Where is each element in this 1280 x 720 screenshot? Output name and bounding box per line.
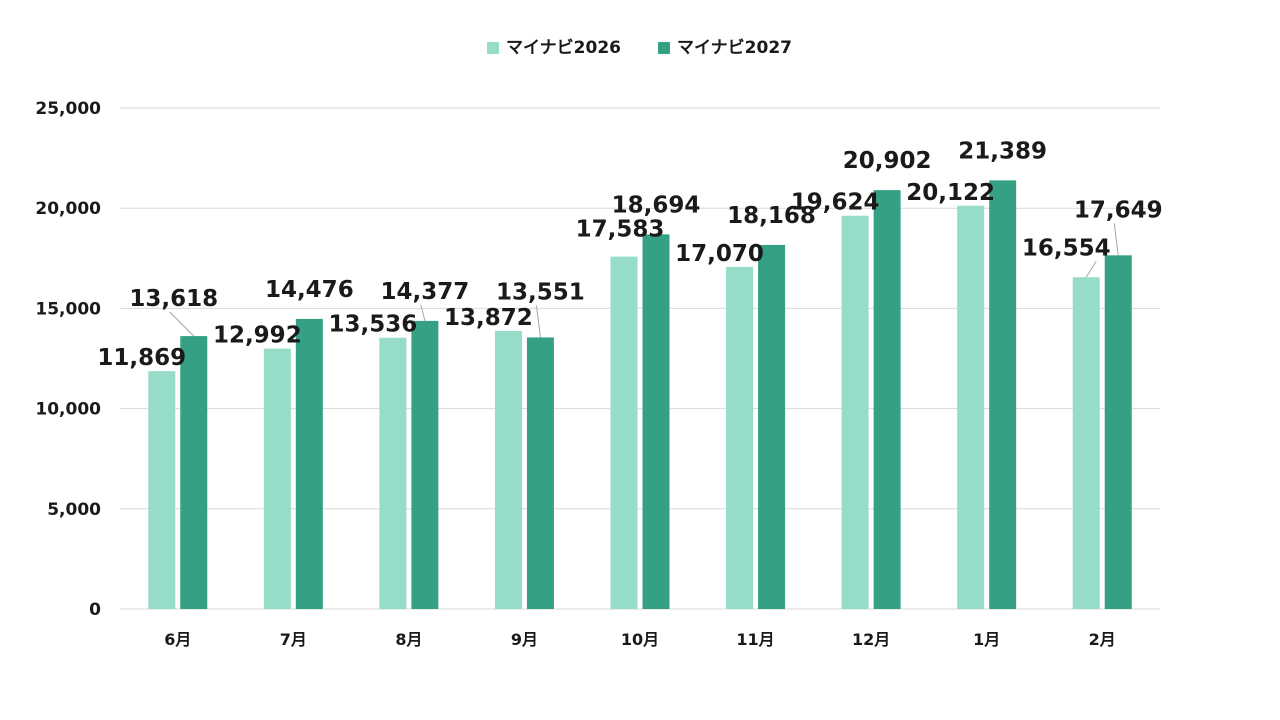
x-tick-label: 1月 <box>973 630 1000 649</box>
bar-2027-6 <box>873 190 901 610</box>
x-tick-label: 6月 <box>164 630 191 649</box>
bar-2027-3 <box>526 337 554 609</box>
bars <box>148 180 1132 610</box>
leader-line <box>169 311 195 337</box>
leader-line <box>535 305 541 338</box>
data-label: 14,476 <box>265 277 354 303</box>
bar-2027-5 <box>758 244 786 610</box>
x-axis-ticks: 6月 7月 8月 9月 10月 11月 12月 1月 2月 <box>164 630 1116 649</box>
x-tick-label: 7月 <box>280 630 307 649</box>
data-label: 16,554 <box>1022 235 1111 261</box>
data-label: 11,869 <box>97 345 186 371</box>
data-label: 14,377 <box>381 279 470 305</box>
bar-2026-8 <box>1072 277 1100 609</box>
x-tick-label: 12月 <box>852 630 890 649</box>
bar-2026-7 <box>957 205 985 609</box>
y-tick-label: 25,000 <box>35 99 101 119</box>
leader-line <box>1085 260 1097 278</box>
gridlines <box>120 107 1160 610</box>
data-label: 17,070 <box>675 241 764 267</box>
data-label: 21,389 <box>958 138 1047 164</box>
y-tick-label: 5,000 <box>47 500 101 520</box>
leader-line <box>1113 223 1119 256</box>
bar-2026-6 <box>841 215 869 609</box>
legend-swatch <box>658 42 670 54</box>
legend: マイナビ2026 マイナビ2027 <box>487 38 792 58</box>
y-tick-label: 0 <box>89 600 101 620</box>
data-label: 18,694 <box>612 192 701 218</box>
bar-2026-1 <box>263 348 291 609</box>
bar-2027-7 <box>989 180 1017 609</box>
x-tick-label: 11月 <box>736 630 774 649</box>
bar-2026-3 <box>494 331 522 609</box>
bar-2027-8 <box>1104 255 1132 610</box>
bar-2027-0 <box>180 336 208 609</box>
x-tick-label: 9月 <box>511 630 538 649</box>
data-labels: 11,869 13,618 12,992 14,476 13,536 14,37713,8… <box>97 138 1162 371</box>
label-leader-lines <box>169 223 1119 338</box>
data-label: 20,902 <box>843 148 932 174</box>
x-tick-label: 8月 <box>395 630 422 649</box>
bar-2026-2 <box>379 337 407 609</box>
legend-swatch <box>487 42 499 54</box>
bar-2026-4 <box>610 256 638 609</box>
bar-2026-0 <box>148 371 176 609</box>
data-label: 18,168 <box>727 203 816 229</box>
data-label: 13,551 <box>496 279 585 305</box>
y-tick-label: 10,000 <box>35 400 101 420</box>
data-label: 13,618 <box>129 286 218 312</box>
y-tick-label: 15,000 <box>35 299 101 319</box>
x-tick-label: 10月 <box>621 630 659 649</box>
data-label: 17,649 <box>1074 197 1163 223</box>
bar-2026-5 <box>726 266 754 609</box>
y-axis-ticks: 0 5,000 10,000 15,000 20,000 25,000 <box>35 99 101 620</box>
legend-label: マイナビ2027 <box>677 38 792 58</box>
bar-2027-1 <box>295 318 323 609</box>
data-label: 13,536 <box>329 312 418 338</box>
bar-2027-4 <box>642 234 670 609</box>
data-label: 13,872 <box>444 305 533 331</box>
y-tick-label: 20,000 <box>35 199 101 219</box>
leader-line <box>420 304 426 322</box>
data-label: 19,624 <box>791 190 880 216</box>
data-label: 17,583 <box>576 217 665 243</box>
bar-2027-2 <box>411 320 439 609</box>
data-label: 20,122 <box>906 180 995 206</box>
legend-label: マイナビ2026 <box>506 38 621 58</box>
x-tick-label: 2月 <box>1089 630 1116 649</box>
data-label: 12,992 <box>213 323 302 349</box>
